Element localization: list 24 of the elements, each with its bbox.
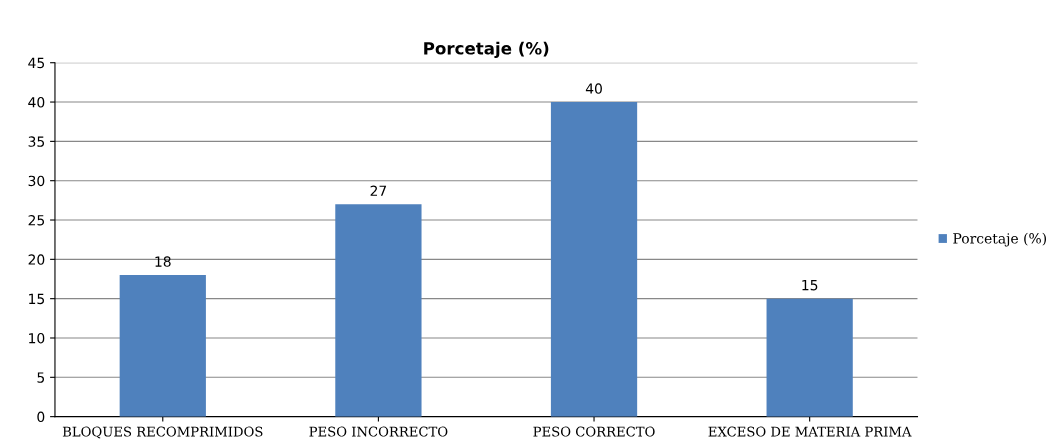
x-tick-label: PESO CORRECTO	[533, 426, 655, 437]
y-tick-label: 0	[37, 411, 45, 423]
data-label: 27	[370, 185, 387, 196]
y-tick-label: 45	[28, 57, 45, 69]
data-label: 18	[155, 256, 171, 267]
bar	[119, 275, 206, 417]
bar	[550, 102, 638, 417]
y-tick-label: 40	[28, 97, 45, 108]
y-tick-label: 10	[29, 332, 45, 344]
chart-title: Porcetaje (%)	[424, 41, 549, 58]
legend-label: Porcetaje (%)	[953, 232, 1047, 247]
x-tick-label: BLOQUES RECOMPRIMIDOS	[62, 426, 263, 439]
y-tick-label: 15	[29, 293, 45, 305]
y-tick-label: 25	[28, 214, 45, 226]
x-tick-label: PESO INCORRECTO	[309, 426, 448, 437]
data-label: 40	[585, 83, 602, 94]
data-label: 15	[802, 280, 818, 291]
x-tick-label: EXCESO DE MATERIA PRIMA	[708, 426, 912, 437]
bar	[766, 298, 853, 417]
y-tick-label: 30	[28, 175, 45, 187]
y-tick-label: 35	[28, 136, 45, 147]
y-tick-label: 5	[37, 372, 45, 383]
y-tick-label: 20	[28, 254, 45, 265]
bar	[335, 204, 422, 417]
